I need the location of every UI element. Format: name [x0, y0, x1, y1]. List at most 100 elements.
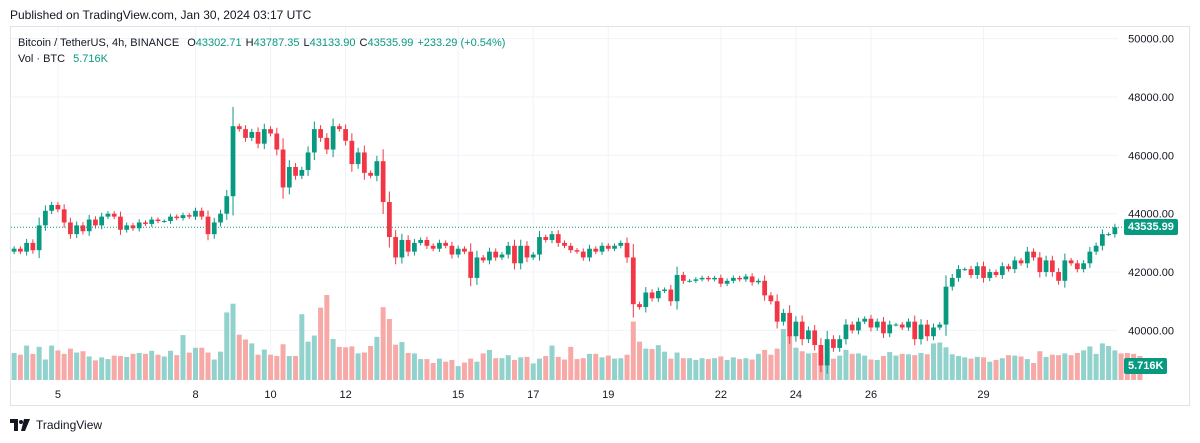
volume-bar: [330, 339, 336, 380]
candle-body: [843, 324, 849, 340]
candle-body: [1106, 234, 1111, 236]
candle-body: [1024, 251, 1030, 264]
candle-body: [261, 129, 267, 144]
volume-bar: [943, 347, 949, 380]
candle-body: [224, 196, 230, 214]
candle-body: [380, 161, 386, 203]
volume-bar: [555, 356, 561, 380]
volume-bar: [49, 345, 55, 380]
volume-bar: [674, 352, 680, 380]
candle-body: [405, 239, 411, 252]
candle-body: [211, 222, 217, 235]
candle-body: [937, 324, 943, 328]
volume-bar: [887, 352, 893, 380]
volume-bar: [474, 361, 480, 380]
volume-bar: [593, 353, 599, 380]
candle-body: [299, 169, 305, 176]
candle-body: [793, 321, 799, 337]
candle-body: [49, 204, 55, 211]
candle-body: [949, 277, 955, 287]
volume-bar: [705, 359, 711, 380]
candle-body: [1043, 260, 1049, 273]
volume-bar: [74, 352, 80, 380]
volume-bar: [99, 357, 105, 380]
volume-bar: [386, 318, 392, 380]
candle-body: [537, 237, 542, 255]
volume-bar: [630, 321, 636, 380]
volume-bar: [424, 359, 430, 380]
volume-bar: [343, 347, 349, 380]
candle-body: [737, 277, 742, 280]
candle-body: [724, 280, 730, 284]
volume-bar: [599, 357, 605, 380]
x-tick-label: 24: [790, 389, 802, 401]
candle-body: [699, 277, 705, 280]
volume-bar: [30, 353, 36, 380]
candle-body: [693, 279, 699, 281]
volume-bar: [418, 359, 424, 380]
volume-bar: [42, 359, 48, 380]
volume-bar: [268, 354, 274, 380]
volume-bar: [136, 352, 142, 380]
volume-label: Vol · BTC: [18, 53, 66, 65]
candle-body: [630, 257, 636, 305]
volume-bar: [793, 347, 799, 380]
candle-body: [999, 266, 1005, 275]
footer-brand[interactable]: TradingView: [36, 418, 103, 432]
volume-bar: [236, 334, 242, 380]
candle-body: [468, 251, 474, 278]
candle-body: [831, 339, 836, 348]
last-volume-badge: 5.716K: [1124, 358, 1168, 374]
volume-bar: [937, 342, 943, 380]
candle-body: [1099, 234, 1105, 246]
candle-body: [230, 126, 236, 197]
volume-bar: [730, 357, 736, 380]
candle-body: [1037, 257, 1043, 273]
candle-body: [605, 245, 611, 249]
candle-body: [55, 204, 61, 210]
x-tick-label: 19: [602, 389, 614, 401]
volume-bar: [543, 356, 549, 380]
volume-bar: [24, 345, 30, 380]
volume-bar: [92, 360, 98, 380]
candle-body: [749, 276, 755, 283]
candle-body: [437, 242, 442, 249]
candle-body: [649, 292, 655, 299]
volume-bar: [318, 307, 324, 380]
candle-body: [762, 280, 768, 296]
volume-bar: [918, 352, 924, 380]
volume-bar: [843, 349, 849, 380]
volume-bar: [1087, 346, 1093, 380]
tradingview-logo-icon[interactable]: [10, 419, 30, 431]
volume-bar: [243, 339, 249, 380]
volume-bar: [286, 356, 292, 380]
y-tick-label: 44000.00: [1128, 209, 1174, 221]
volume-bar: [224, 312, 230, 380]
candle-body: [286, 167, 292, 188]
volume-bar: [55, 350, 61, 380]
symbol-label[interactable]: Bitcoin / TetherUS, 4h, BINANCE: [18, 37, 180, 49]
x-tick-label: 26: [865, 389, 877, 401]
volume-bar: [211, 359, 217, 380]
volume-bar: [530, 363, 536, 380]
candle-body: [549, 234, 555, 240]
volume-bar: [405, 352, 411, 380]
volume-bar: [768, 354, 774, 380]
candle-body: [781, 312, 786, 322]
candle-body: [668, 289, 674, 302]
candle-body: [293, 167, 298, 176]
volume-bar: [536, 358, 542, 380]
candle-body: [987, 272, 993, 278]
candle-body: [143, 222, 148, 224]
chart-frame: [10, 26, 1190, 406]
candle-body: [249, 132, 255, 138]
volume-bar: [637, 341, 643, 380]
candle-body: [393, 237, 399, 258]
volume-bar: [399, 342, 405, 380]
candle-body: [712, 277, 717, 280]
volume-bar: [1068, 355, 1074, 380]
candle-body: [343, 129, 348, 141]
candle-body: [268, 129, 273, 134]
volume-bar: [893, 355, 899, 380]
